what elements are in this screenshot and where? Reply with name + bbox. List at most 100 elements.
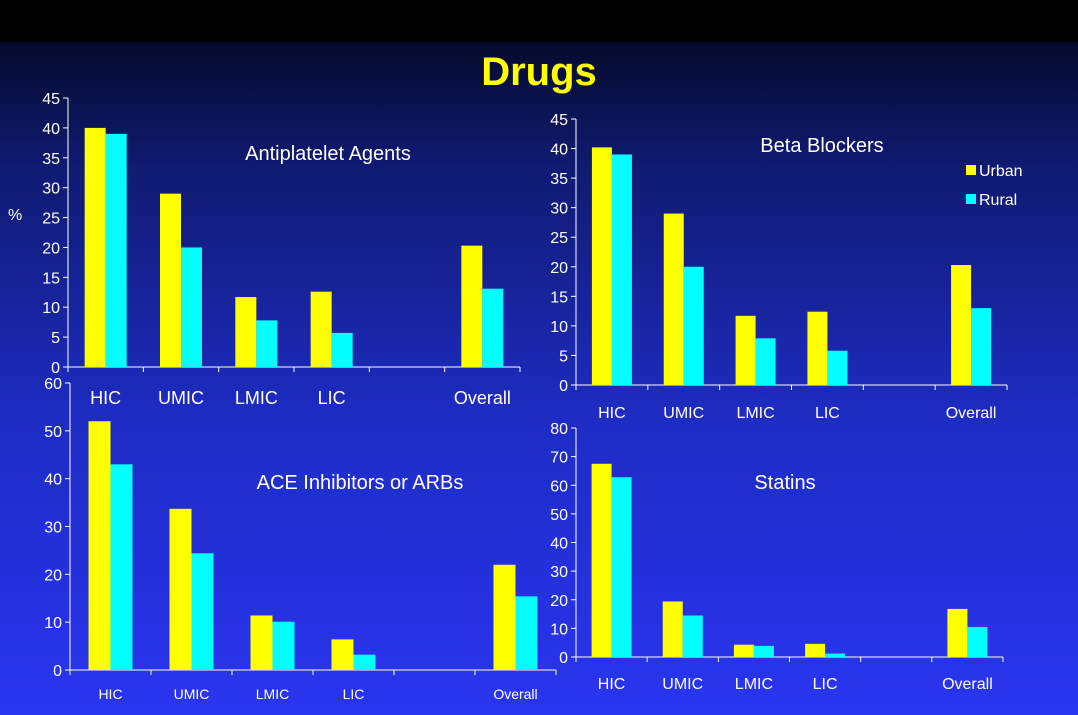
y-tick-label: 10: [42, 300, 60, 317]
bar-urban-hic: [88, 421, 111, 670]
bar-rural-lic: [331, 332, 353, 367]
bar-rural-lmic: [272, 621, 295, 670]
bar-urban-lmic: [735, 315, 756, 385]
y-tick-label: 15: [550, 289, 568, 306]
bar-urban-overall: [947, 608, 968, 657]
bar-urban-umic: [663, 213, 684, 385]
y-tick-label: 30: [42, 181, 60, 198]
bar-rural-umic: [181, 247, 202, 367]
bar-rural-hic: [611, 154, 632, 385]
y-tick-label: 70: [550, 450, 568, 467]
y-tick-label: 30: [44, 520, 62, 537]
bar-rural-lmic: [753, 645, 774, 657]
bar-urban-umic: [169, 508, 192, 670]
bar-urban-overall: [461, 245, 483, 367]
y-tick-label: 25: [550, 230, 568, 247]
y-tick-label: 20: [42, 240, 60, 257]
bar-urban-lic: [310, 291, 332, 367]
x-category-label: UMIC: [663, 405, 704, 422]
y-tick-label: 0: [51, 360, 60, 377]
y-tick-label: 10: [550, 319, 568, 336]
y-tick-label: 5: [51, 330, 60, 347]
y-tick-label: 60: [44, 376, 62, 393]
y-tick-label: 20: [44, 567, 62, 584]
y-tick-label: 50: [550, 507, 568, 524]
bar-urban-lic: [805, 643, 826, 657]
chart-panel-4: 0 10 20 30 40 50 60 70 80 HIC UMIC LMIC LIC Overall St…: [550, 421, 1004, 693]
x-category-label: Overall: [493, 686, 537, 702]
x-category-label: Overall: [454, 388, 511, 408]
x-category-label: HIC: [598, 405, 626, 422]
bar-rural-umic: [683, 266, 704, 385]
y-tick-label: 45: [42, 91, 60, 108]
y-tick-label: 40: [44, 472, 62, 489]
bar-urban-umic: [160, 193, 181, 367]
y-tick-label: 20: [550, 593, 568, 610]
slide-title: Drugs: [481, 50, 597, 94]
legend: Urban Rural: [966, 163, 1023, 209]
x-category-label: LMIC: [235, 388, 278, 408]
title-bar: [0, 0, 1078, 42]
bar-rural-overall: [515, 596, 538, 670]
legend-label-urban: Urban: [979, 163, 1023, 180]
bar-rural-hic: [105, 133, 127, 367]
y-tick-label: 30: [550, 201, 568, 218]
bar-rural-hic: [110, 464, 133, 670]
legend-swatch-rural: [966, 194, 976, 204]
y-tick-label: 25: [42, 211, 60, 228]
chart-title: Antiplatelet Agents: [245, 143, 411, 165]
y-axis-label: %: [8, 207, 22, 224]
x-category-label: HIC: [598, 676, 626, 693]
chart-panel-1: 0 5 10 15 20 25 30 35 40 45 HIC UMIC LMIC LIC Overall A…: [8, 91, 521, 408]
y-tick-label: 10: [550, 621, 568, 638]
x-category-label: LIC: [815, 405, 840, 422]
chart-panel-3: 0 10 20 30 40 50 60 HIC UMIC LMIC LIC Overall ACE In…: [44, 376, 557, 702]
legend-swatch-urban: [966, 165, 976, 175]
bar-rural-umic: [682, 615, 703, 657]
chart-title: Beta Blockers: [760, 135, 883, 157]
legend-label-rural: Rural: [979, 192, 1017, 209]
y-tick-label: 0: [53, 663, 62, 680]
x-category-label: UMIC: [662, 676, 703, 693]
y-tick-label: 30: [550, 564, 568, 581]
y-tick-label: 15: [42, 270, 60, 287]
bar-urban-hic: [84, 127, 106, 367]
x-category-label: HIC: [90, 388, 121, 408]
chart-panel-2: 0 5 10 15 20 25 30 35 40 45 HIC UMIC LMIC LIC Overall B…: [550, 112, 1022, 422]
bar-rural-lmic: [755, 338, 776, 385]
bar-urban-umic: [662, 601, 683, 657]
x-category-label: LMIC: [736, 405, 774, 422]
x-category-label: Overall: [942, 676, 993, 693]
y-tick-label: 0: [559, 650, 568, 667]
x-category-label: LMIC: [735, 676, 773, 693]
bar-rural-lmic: [256, 320, 278, 367]
x-category-label: UMIC: [174, 686, 210, 702]
bar-urban-lmic: [235, 297, 257, 367]
bar-urban-lmic: [250, 615, 273, 670]
bar-rural-hic: [611, 477, 632, 657]
y-tick-label: 45: [550, 112, 568, 129]
bar-urban-overall: [951, 265, 972, 385]
y-tick-label: 80: [550, 421, 568, 438]
bar-rural-overall: [482, 288, 504, 367]
bar-rural-lic: [827, 350, 848, 385]
y-tick-label: 35: [42, 151, 60, 168]
y-tick-label: 40: [550, 142, 568, 159]
bar-urban-lic: [807, 311, 828, 385]
x-category-label: LIC: [343, 686, 365, 702]
bar-urban-overall: [493, 564, 516, 670]
y-tick-label: 10: [44, 615, 62, 632]
bar-urban-lic: [331, 639, 354, 670]
y-tick-label: 40: [42, 121, 60, 138]
y-tick-label: 20: [550, 260, 568, 277]
bar-rural-overall: [971, 308, 992, 385]
y-tick-label: 0: [559, 378, 568, 395]
y-tick-label: 50: [44, 424, 62, 441]
x-category-label: UMIC: [158, 388, 204, 408]
bar-rural-lic: [353, 654, 376, 670]
y-tick-label: 5: [559, 348, 568, 365]
bar-rural-overall: [967, 626, 988, 657]
x-category-label: LIC: [813, 676, 838, 693]
bar-rural-umic: [191, 553, 214, 670]
